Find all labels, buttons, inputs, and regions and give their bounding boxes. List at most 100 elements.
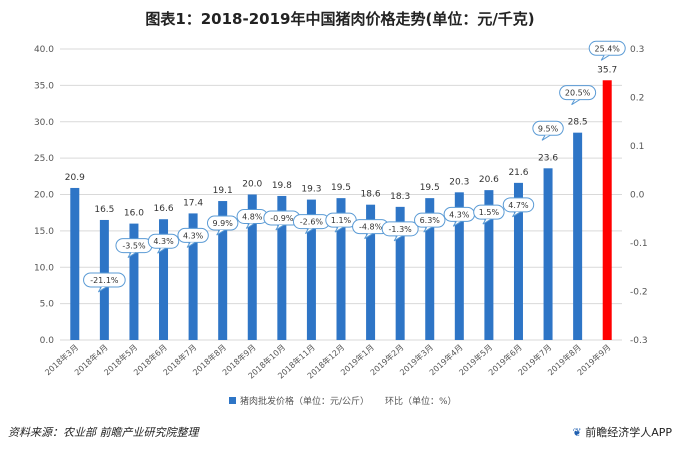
bar xyxy=(129,223,139,340)
mom-callout-label: 1.5% xyxy=(479,208,500,217)
mom-callout-tail xyxy=(334,226,344,233)
bar xyxy=(218,201,228,340)
chart-title: 图表1：2018-2019年中国猪肉价格走势(单位：元/千克) xyxy=(145,10,535,28)
mom-callout-tail xyxy=(275,224,285,231)
bar xyxy=(70,187,80,340)
mom-callout-tail xyxy=(245,223,255,229)
y-tick-label-right: 0.2 xyxy=(630,94,644,104)
bar-value-label: 19.5 xyxy=(331,183,351,193)
y-tick-label-left: 10.0 xyxy=(34,263,54,273)
y-tick-label-left: 35.0 xyxy=(34,81,54,91)
mom-callout-label: 4.3% xyxy=(449,210,470,219)
mom-callout-tail xyxy=(216,229,225,236)
bar-value-label: 23.6 xyxy=(538,153,558,163)
mom-callout-tail xyxy=(512,211,521,218)
bar-value-label: 16.0 xyxy=(124,209,144,219)
y-tick-label-right: -0.1 xyxy=(630,239,648,249)
leaf-logo-icon: ❦ xyxy=(572,426,582,439)
bar xyxy=(425,198,435,340)
mom-callout-tail xyxy=(364,233,373,240)
mom-callout-tail xyxy=(452,220,462,227)
y-tick-label-right: -0.2 xyxy=(630,288,648,298)
bar-value-label: 19.5 xyxy=(420,183,440,193)
y-tick-label-right: 0.0 xyxy=(630,191,645,201)
mom-callout-label: -1.3% xyxy=(389,225,413,234)
mom-callout-label: 4.8% xyxy=(242,213,263,222)
bar xyxy=(247,194,257,340)
y-tick-label-right: -0.3 xyxy=(630,336,648,346)
bar-value-label: 28.5 xyxy=(568,118,588,128)
mom-callout-label: 1.1% xyxy=(331,216,352,225)
mom-callout-label: 25.4% xyxy=(594,44,620,53)
bar-value-label: 18.3 xyxy=(390,192,410,202)
mom-callout-tail xyxy=(423,226,433,233)
bar-value-label: 16.5 xyxy=(94,205,114,215)
mom-callout-tail xyxy=(157,247,166,254)
bar xyxy=(454,192,464,340)
bar xyxy=(395,206,405,340)
mom-callout-label: -0.9% xyxy=(270,214,294,223)
legend: 猪肉批发价格（单位：元/公斤） 环比（单位：%） xyxy=(229,395,457,407)
mom-callout-tail xyxy=(304,228,314,235)
bar-value-label: 16.6 xyxy=(154,204,174,214)
y-tick-label-right: 0.1 xyxy=(630,142,644,152)
bar-value-label: 35.7 xyxy=(597,65,617,75)
y-tick-label-left: 40.0 xyxy=(34,45,54,55)
bar xyxy=(366,204,376,340)
bar xyxy=(188,213,198,340)
y-tick-label-left: 0.0 xyxy=(40,336,55,346)
bar-value-label: 19.8 xyxy=(272,181,292,191)
mom-callout-tail xyxy=(97,286,107,293)
bar-value-label: 20.0 xyxy=(242,180,262,190)
bar xyxy=(159,219,169,340)
brand-credit: ❦ 前瞻经济学人APP xyxy=(572,424,672,440)
y-tick-label-right: 0.3 xyxy=(630,45,644,55)
mom-callout-label: 6.3% xyxy=(420,216,441,225)
bar-value-labels: 20.9 16.5 16.0 16.6 17.4 19.1 20.0 19.8 19.3 19.5… xyxy=(65,65,617,218)
mom-callout-label: 4.3% xyxy=(183,231,204,240)
legend-swatch-price xyxy=(229,397,236,404)
mom-callout-label: -4.8% xyxy=(359,223,383,232)
bar-value-label: 20.9 xyxy=(65,173,85,183)
y-tick-label-left: 20.0 xyxy=(34,191,54,201)
y-tick-label-left: 30.0 xyxy=(34,118,54,128)
y-tick-label-left: 25.0 xyxy=(34,154,54,164)
mom-callout-tail xyxy=(600,54,610,61)
bar-value-label: 18.6 xyxy=(361,190,381,200)
mom-callout-tail xyxy=(393,235,403,242)
mom-callout-label: 4.3% xyxy=(153,237,174,246)
y-axis-right: -0.3 -0.2 -0.1 0.0 0.1 0.2 0.3 xyxy=(630,45,648,346)
mom-callout-tail xyxy=(186,241,196,248)
mom-callout-tail xyxy=(127,252,137,259)
mom-callout-label: 9.5% xyxy=(538,124,559,133)
bar-value-label: 19.1 xyxy=(213,186,233,196)
mom-callout-label: -21.1% xyxy=(90,276,119,285)
bar xyxy=(277,195,287,340)
y-tick-label-left: 5.0 xyxy=(40,300,55,310)
brand-name: 前瞻经济学人APP xyxy=(585,426,672,439)
mom-callouts: -21.1% -3.5% 4.3% 4.3% 9.9% 4.8% -0.9% -2.6% 1.1… xyxy=(83,40,626,293)
bar xyxy=(513,182,523,340)
mom-callout-tail xyxy=(541,134,551,141)
mom-callout-tail xyxy=(482,218,492,225)
mom-callout-tail xyxy=(571,99,580,106)
x-axis-labels: 2018年3月2018年4月2018年5月2018年6月2018年7月2018年… xyxy=(43,342,613,381)
bar-value-label: 20.6 xyxy=(479,175,499,185)
y-axis-left: 0.0 5.0 10.0 15.0 20.0 25.0 30.0 35.0 40.0 xyxy=(34,45,54,346)
legend-label-price: 猪肉批发价格（单位：元/公斤） xyxy=(240,395,369,407)
bar xyxy=(484,190,494,340)
mom-callout-label: -2.6% xyxy=(300,218,324,227)
mom-callout-label: 20.5% xyxy=(565,89,591,98)
bar-value-label: 17.4 xyxy=(183,198,203,208)
mom-callout-label: -3.5% xyxy=(122,242,146,251)
bar-value-label: 21.6 xyxy=(508,168,528,178)
bar xyxy=(573,132,583,340)
source-note: 资料来源：农业部 前瞻产业研究院整理 xyxy=(8,426,199,439)
y-tick-label-left: 15.0 xyxy=(34,227,54,237)
bar xyxy=(306,199,316,340)
bar xyxy=(602,80,612,340)
legend-label-mom: 环比（单位：%） xyxy=(385,395,457,407)
mom-callout-label: 4.7% xyxy=(508,201,529,210)
bar xyxy=(336,198,346,340)
